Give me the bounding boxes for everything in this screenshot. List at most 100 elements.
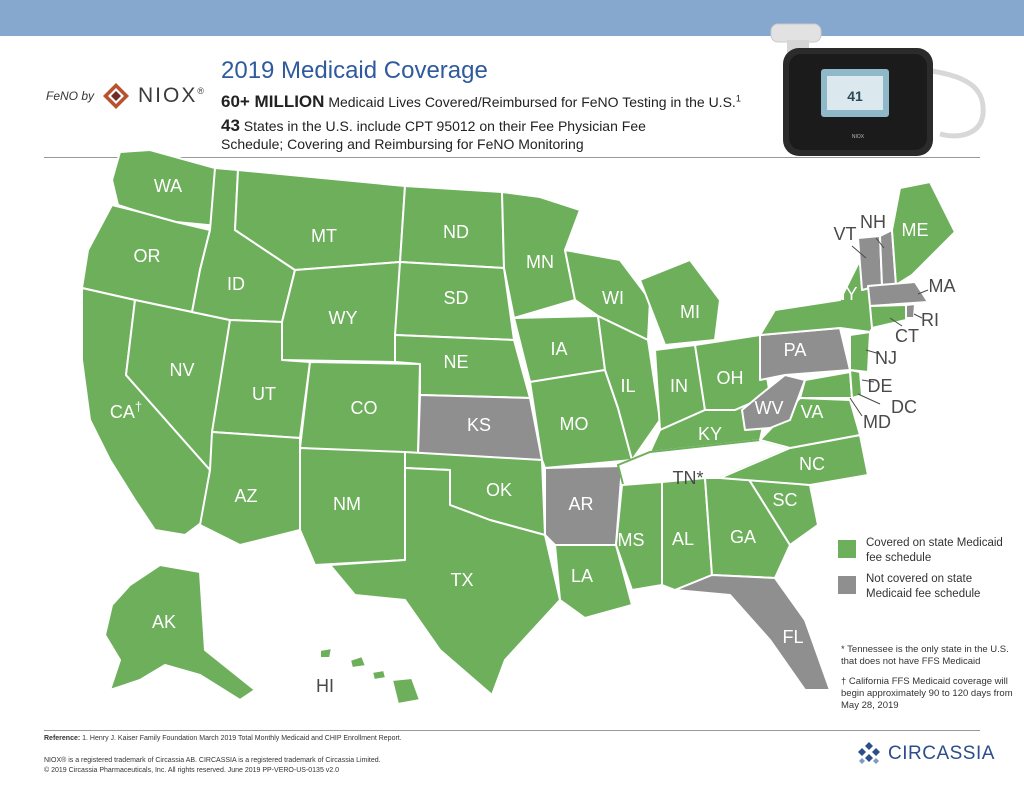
- label-CA: CA†: [110, 399, 142, 422]
- headline-states: 43 States in the U.S. include CPT 95012 …: [221, 116, 646, 153]
- state-WV: [741, 374, 806, 431]
- label-MS: MS: [618, 530, 645, 550]
- label-OH: OH: [717, 368, 744, 388]
- label-PA: PA: [784, 340, 807, 360]
- label-SD: SD: [443, 288, 468, 308]
- niox-device-image: 41 NIOX: [770, 23, 986, 156]
- label-WI: WI: [602, 288, 624, 308]
- label-WY: WY: [329, 308, 358, 328]
- label-AL: AL: [672, 529, 694, 549]
- label-NY: NY: [832, 284, 857, 304]
- label-IN: IN: [670, 376, 688, 396]
- state-AK: [104, 564, 256, 701]
- state-TX: [329, 467, 561, 696]
- label-KS: KS: [467, 415, 491, 435]
- label-SC: SC: [772, 490, 797, 510]
- label-ND: ND: [443, 222, 469, 242]
- headline-lives: 60+ MILLION Medicaid Lives Covered/Reimb…: [221, 92, 741, 111]
- state-MA: [867, 281, 929, 307]
- brand-name: NIOX®: [138, 84, 206, 107]
- top-band: [0, 0, 1024, 36]
- state-NC: [719, 434, 869, 486]
- state-MD: [799, 371, 853, 399]
- label-AR: AR: [568, 494, 593, 514]
- label-NC: NC: [799, 454, 825, 474]
- label-DC: DC: [891, 397, 917, 417]
- note-tennessee: * Tennessee is the only state in the U.S…: [841, 644, 1009, 667]
- header-divider: [44, 157, 980, 158]
- label-ID: ID: [227, 274, 245, 294]
- state-HI-4: [391, 677, 421, 705]
- label-NE: NE: [443, 352, 468, 372]
- trademark-notice: NIOX® is a registered trademark of Circa…: [44, 757, 381, 764]
- state-CT: [869, 304, 907, 329]
- label-OR: OR: [134, 246, 161, 266]
- note-california: † California FFS Medicaid coverage will …: [841, 676, 1013, 711]
- label-VA: VA: [801, 402, 824, 422]
- label-HI: HI: [316, 676, 334, 696]
- brand-lockup: FeNO by NIOX®: [46, 82, 206, 110]
- label-NV: NV: [169, 360, 194, 380]
- label-OK: OK: [486, 480, 512, 500]
- label-NM: NM: [333, 494, 361, 514]
- state-VT: [857, 235, 883, 291]
- legend-label-not-covered: Not covered on state Medicaid fee schedu…: [866, 573, 981, 600]
- state-MI: [639, 259, 721, 346]
- copyright-notice: © 2019 Circassia Pharmaceuticals, Inc. A…: [44, 767, 340, 774]
- label-FL: FL: [782, 627, 803, 647]
- state-FL: [674, 574, 831, 691]
- label-WA: WA: [154, 176, 182, 196]
- label-WV: WV: [755, 398, 784, 418]
- state-DE: [849, 369, 863, 399]
- label-MO: MO: [560, 414, 589, 434]
- label-KY: KY: [698, 424, 722, 444]
- legend-swatch-covered: [838, 540, 856, 558]
- device-screen-value: 41: [847, 88, 863, 104]
- circassia-mark-icon: [858, 742, 880, 764]
- label-AZ: AZ: [234, 486, 257, 506]
- label-CT: CT: [895, 326, 919, 346]
- label-TX: TX: [450, 570, 473, 590]
- brand-prefix: FeNO by: [46, 89, 95, 103]
- label-TN: TN*: [673, 468, 704, 488]
- circassia-logo: CIRCASSIA: [856, 742, 995, 766]
- state-HI-2: [349, 655, 367, 669]
- state-MS: [615, 481, 663, 591]
- legend-label-covered: Covered on state Medicaid fee schedule: [866, 537, 1003, 564]
- footer-divider: [44, 730, 980, 731]
- label-IL: IL: [620, 376, 635, 396]
- state-NJ: [849, 331, 871, 373]
- label-DE: DE: [867, 376, 892, 396]
- footnotes: * Tennessee is the only state in the U.S…: [841, 644, 1021, 720]
- legend-not-covered: Not covered on state Medicaid fee schedu…: [838, 572, 1018, 602]
- label-UT: UT: [252, 384, 276, 404]
- state-HI-3: [371, 669, 387, 681]
- reference: Reference: 1. Henry J. Kaiser Family Fou…: [44, 735, 402, 742]
- page-title: 2019 Medicaid Coverage: [221, 57, 488, 84]
- label-VT: VT: [833, 224, 856, 244]
- label-NJ: NJ: [875, 348, 897, 368]
- label-CO: CO: [351, 398, 378, 418]
- label-MA: MA: [929, 276, 956, 296]
- state-RI: [905, 303, 916, 319]
- legend-swatch-not-covered: [838, 576, 856, 594]
- device-label: NIOX: [852, 134, 865, 140]
- label-GA: GA: [730, 527, 756, 547]
- label-MN: MN: [526, 252, 554, 272]
- label-LA: LA: [571, 566, 593, 586]
- label-NH: NH: [860, 212, 886, 232]
- state-WY: [281, 261, 401, 363]
- map-legend: Covered on state Medicaid fee schedule N…: [838, 536, 1018, 608]
- company-name: CIRCASSIA: [888, 743, 995, 764]
- label-IA: IA: [550, 339, 567, 359]
- legend-covered: Covered on state Medicaid fee schedule: [838, 536, 1018, 566]
- niox-logo-icon: [103, 83, 130, 109]
- label-RI: RI: [921, 310, 939, 330]
- label-MI: MI: [680, 302, 700, 322]
- label-ME: ME: [902, 220, 929, 240]
- state-HI-1: [319, 647, 333, 659]
- legal-text: NIOX® is a registered trademark of Circa…: [44, 756, 381, 776]
- label-MD: MD: [863, 412, 891, 432]
- state-LA: [554, 544, 633, 619]
